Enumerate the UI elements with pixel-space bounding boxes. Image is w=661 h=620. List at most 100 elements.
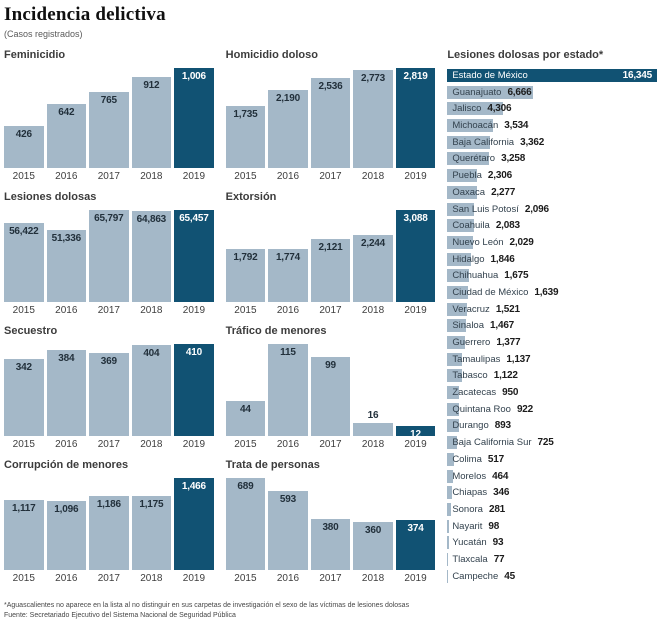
x-axis: 2015 2016 2017 2018 2019	[4, 573, 214, 585]
state-bar	[447, 419, 459, 433]
bar-value-label: 1,774	[275, 252, 300, 263]
bar-value-label: 1,006	[181, 71, 206, 82]
year-label: 2016	[276, 171, 300, 182]
bar-value-label: 404	[143, 348, 160, 359]
bar-value-label: 56,422	[9, 226, 39, 237]
bar-plot: 426 642 765 912 1,006	[4, 68, 214, 168]
state-bar	[447, 386, 460, 400]
state-bar	[447, 402, 460, 416]
state-bar	[447, 519, 449, 533]
state-bar	[447, 552, 449, 566]
bar-value-label: 44	[240, 404, 251, 415]
year-label: 2019	[404, 439, 427, 450]
state-row: Oaxaca 2,277	[447, 185, 657, 199]
state-bar	[447, 436, 457, 450]
year-label: 2019	[404, 171, 427, 182]
bar-plot: 44 115 99 16 12	[225, 344, 436, 440]
year-label: 2019	[404, 305, 427, 316]
state-bar	[447, 285, 469, 299]
state-value: 3,534	[504, 120, 529, 132]
year-label: 2018	[361, 573, 385, 584]
bar: 1,466	[174, 478, 214, 570]
state-row: Sonora 281	[447, 502, 657, 516]
state-bar	[447, 352, 462, 366]
bar-value-label: 593	[279, 494, 296, 505]
state-row: Baja California 3,362	[447, 135, 657, 149]
state-row: Jalisco 4,306	[447, 102, 657, 116]
bar: 1,735	[225, 106, 266, 168]
bar: 342	[4, 359, 44, 436]
mini-chart: Feminicidio 426 642 765 912 1,006 2015 2016 2017…	[4, 48, 214, 183]
bar-plot: 1,735 2,190 2,536 2,773 2,819	[225, 68, 436, 168]
state-bar	[447, 336, 465, 349]
state-row: Guanajuato 6,666	[447, 85, 657, 99]
year-label: 2017	[319, 171, 342, 182]
state-value: 1,846	[490, 253, 515, 265]
bar-value-label: 1,175	[139, 499, 164, 510]
chart-title: Extorsión	[225, 191, 277, 203]
year-label: 2017	[319, 305, 342, 316]
bar-value-label: 2,819	[403, 71, 428, 82]
bar-value-label: 2,190	[275, 93, 300, 104]
state-value: 2,306	[487, 170, 512, 182]
state-row: Tabasco 1,122	[447, 369, 657, 383]
state-row: Nuevo León 2,029	[447, 235, 657, 249]
year-label: 2016	[55, 305, 78, 316]
bar: 410	[174, 344, 214, 436]
mini-chart: Extorsión 1,792 1,774 2,121 2,244 3,088 2015 20…	[225, 190, 436, 317]
state-value: 1,377	[496, 337, 521, 348]
state-name: Veracruz	[452, 303, 490, 315]
state-row: Quintana Roo 922	[447, 402, 657, 416]
state-row: Guerrero 1,377	[447, 336, 657, 349]
year-label: 2015	[12, 171, 35, 182]
state-row: Nayarit 98	[447, 519, 657, 533]
chart-title: Lesiones dolosas	[4, 191, 97, 203]
bar: 426	[4, 126, 44, 168]
state-value: 16,345	[622, 70, 653, 81]
bar-value-label: 369	[100, 356, 117, 367]
bar: 44	[225, 401, 266, 436]
bar-value-label: 360	[364, 525, 382, 536]
bar-value-label: 16	[367, 410, 379, 421]
state-name: San Luis Potosí	[452, 203, 519, 215]
year-label: 2015	[12, 305, 35, 316]
state-name: Durango	[452, 420, 489, 432]
state-row: Chihuahua 1,675	[447, 269, 657, 283]
state-row: Baja California Sur 725	[447, 436, 657, 450]
bar: 51,336	[46, 230, 87, 302]
state-name: Tabasco	[452, 370, 488, 382]
state-row: Ciudad de México 1,639	[447, 285, 657, 299]
bar-value-label: 65,457	[179, 213, 209, 224]
state-value: 3,258	[501, 153, 526, 165]
bar-value-label: 2,244	[361, 238, 386, 249]
year-label: 2018	[140, 439, 163, 450]
year-label: 2019	[404, 573, 427, 584]
state-bar	[447, 502, 451, 516]
year-label: 2016	[55, 171, 78, 182]
bar-value-label: 51,336	[51, 233, 82, 244]
bar-value-label: 765	[100, 95, 117, 106]
state-bar	[447, 252, 471, 266]
state-bar	[447, 202, 475, 216]
state-value: 922	[516, 403, 534, 415]
state-bar	[447, 452, 454, 466]
bar: 56,422	[4, 223, 44, 302]
state-name: Nuevo León	[452, 236, 504, 248]
bar-value-label: 410	[185, 347, 202, 358]
state-bar	[447, 569, 448, 583]
bar: 1,792	[225, 249, 266, 302]
state-bar	[447, 319, 467, 333]
state-name: Colima	[452, 453, 482, 465]
state-value: 346	[493, 487, 510, 499]
state-name: Ciudad de México	[452, 286, 529, 298]
bar: 2,121	[310, 239, 351, 302]
states-panel: Lesiones dolosas por estado* Estado de M…	[447, 48, 657, 592]
state-value: 893	[494, 420, 511, 432]
x-axis: 2015 2016 2017 2018 2019	[226, 171, 436, 183]
state-bar	[447, 269, 469, 283]
state-value: 1,675	[504, 270, 529, 282]
state-value: 4,306	[487, 103, 512, 115]
state-row: Sinaloa 1,467	[447, 319, 657, 333]
bar: 1,117	[4, 500, 44, 570]
mini-chart: Homicidio doloso 1,735 2,190 2,536 2,773 2,81…	[225, 48, 436, 183]
